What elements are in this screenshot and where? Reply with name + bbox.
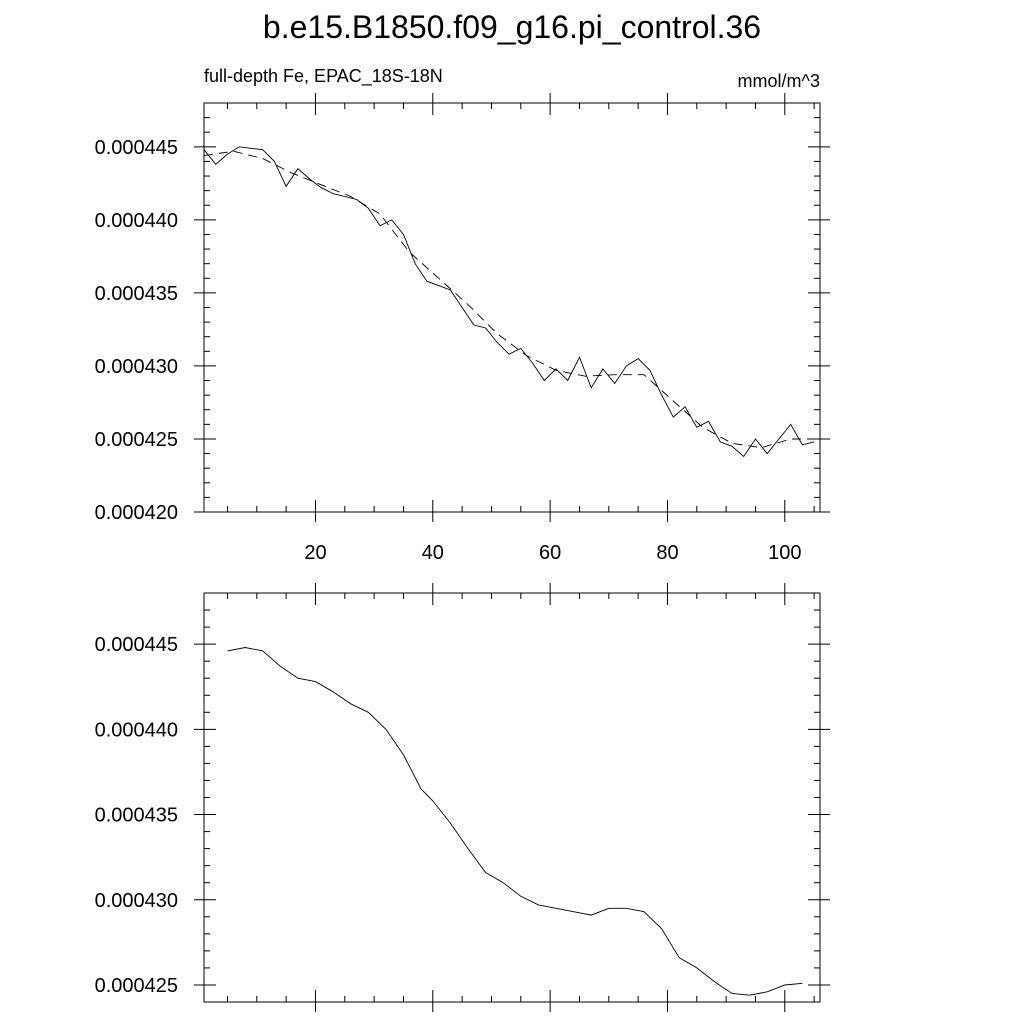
plot-frame — [203, 592, 821, 1003]
y-tick-label: 0.000440 — [95, 210, 178, 232]
series-line — [203, 146, 815, 458]
panel-right-label: mmol/m^3 — [738, 71, 820, 91]
y-tick-label: 0.000430 — [95, 356, 178, 378]
y-tick-label: 0.000435 — [95, 283, 178, 305]
y-tick-label: 0.000445 — [95, 137, 178, 159]
x-tick-label: 40 — [422, 542, 444, 564]
y-tick-label: 0.000445 — [95, 634, 178, 656]
panel-left-label: full-depth Fe, EPAC_18S-18N — [204, 66, 443, 87]
series-line — [227, 647, 803, 996]
figure-title: b.e15.B1850.f09_g16.pi_control.36 — [263, 9, 761, 45]
y-tick-label: 0.000430 — [95, 890, 178, 912]
plot-frame — [203, 102, 821, 513]
x-tick-label: 80 — [656, 542, 678, 564]
x-tick-label: 60 — [539, 542, 561, 564]
y-tick-label: 0.000440 — [95, 719, 178, 741]
y-tick-label: 0.000425 — [95, 975, 178, 997]
y-tick-label: 0.000435 — [95, 805, 178, 827]
y-tick-label: 0.000425 — [95, 429, 178, 451]
series-trend-line — [203, 150, 809, 449]
top-panel: 20 40 60 80 100 0.000420 0.000425 0.000430 0.000… — [95, 66, 830, 564]
x-tick-label: 20 — [304, 542, 326, 564]
x-tick-label: 100 — [768, 542, 801, 564]
bottom-panel: 0.000425 0.000430 0.000435 0.000440 0.000445 — [95, 583, 830, 1012]
y-tick-label: 0.000420 — [95, 502, 178, 524]
